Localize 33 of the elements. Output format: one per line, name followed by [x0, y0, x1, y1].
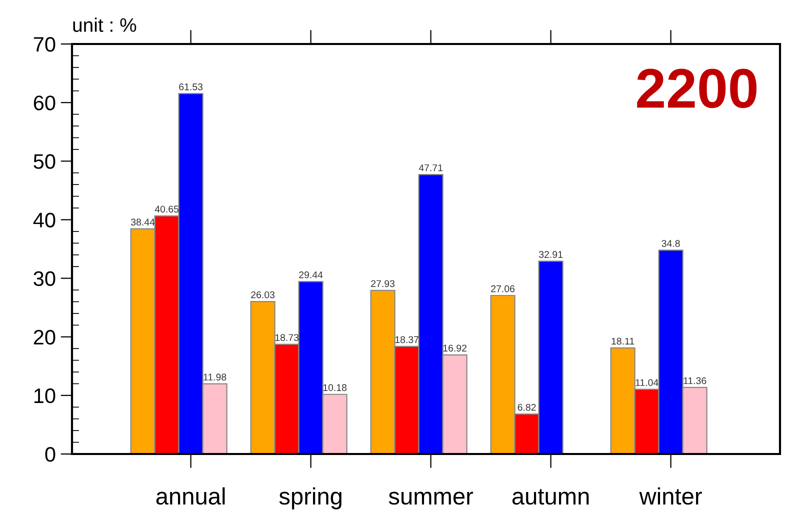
- x-tick-label: spring: [279, 487, 342, 510]
- y-axis-title: unit : %: [73, 18, 136, 32]
- data-label: 18.73: [275, 334, 299, 341]
- y-tick-label: 30: [34, 271, 56, 286]
- data-label: 11.98: [204, 374, 226, 381]
- y-tick-label: 0: [45, 447, 56, 462]
- data-label: 6.82: [518, 404, 536, 411]
- annotation: 2200: [637, 68, 756, 108]
- x-tick-label: winter: [639, 487, 702, 505]
- data-label: 61.53: [179, 83, 203, 90]
- x-tick-label: autumn: [512, 489, 589, 505]
- x-tick-label: annual: [156, 487, 225, 505]
- y-tick-label: 70: [34, 37, 56, 52]
- data-label: 11.36: [684, 377, 706, 384]
- data-label: 18.11: [612, 338, 634, 345]
- data-label: 10.18: [323, 384, 347, 392]
- data-label: 26.03: [251, 291, 275, 298]
- data-label: 27.93: [371, 280, 395, 288]
- data-label: 47.71: [418, 164, 442, 172]
- data-label: 40.65: [154, 206, 179, 213]
- data-label: 11.04: [636, 379, 658, 386]
- data-label: 34.8: [662, 240, 680, 247]
- y-tick-label: 60: [34, 96, 56, 110]
- data-label: 18.37: [395, 336, 418, 344]
- x-tick-label: summer: [388, 492, 474, 505]
- data-label: 29.44: [299, 271, 323, 278]
- y-tick-label: 20: [34, 330, 56, 345]
- y-tick-label: 50: [34, 154, 56, 169]
- y-tick-label: 10: [34, 388, 56, 404]
- data-label: 16.92: [443, 344, 466, 352]
- data-label: 32.91: [539, 251, 562, 258]
- y-tick-label: 40: [33, 212, 56, 228]
- data-label: 27.06: [491, 285, 515, 292]
